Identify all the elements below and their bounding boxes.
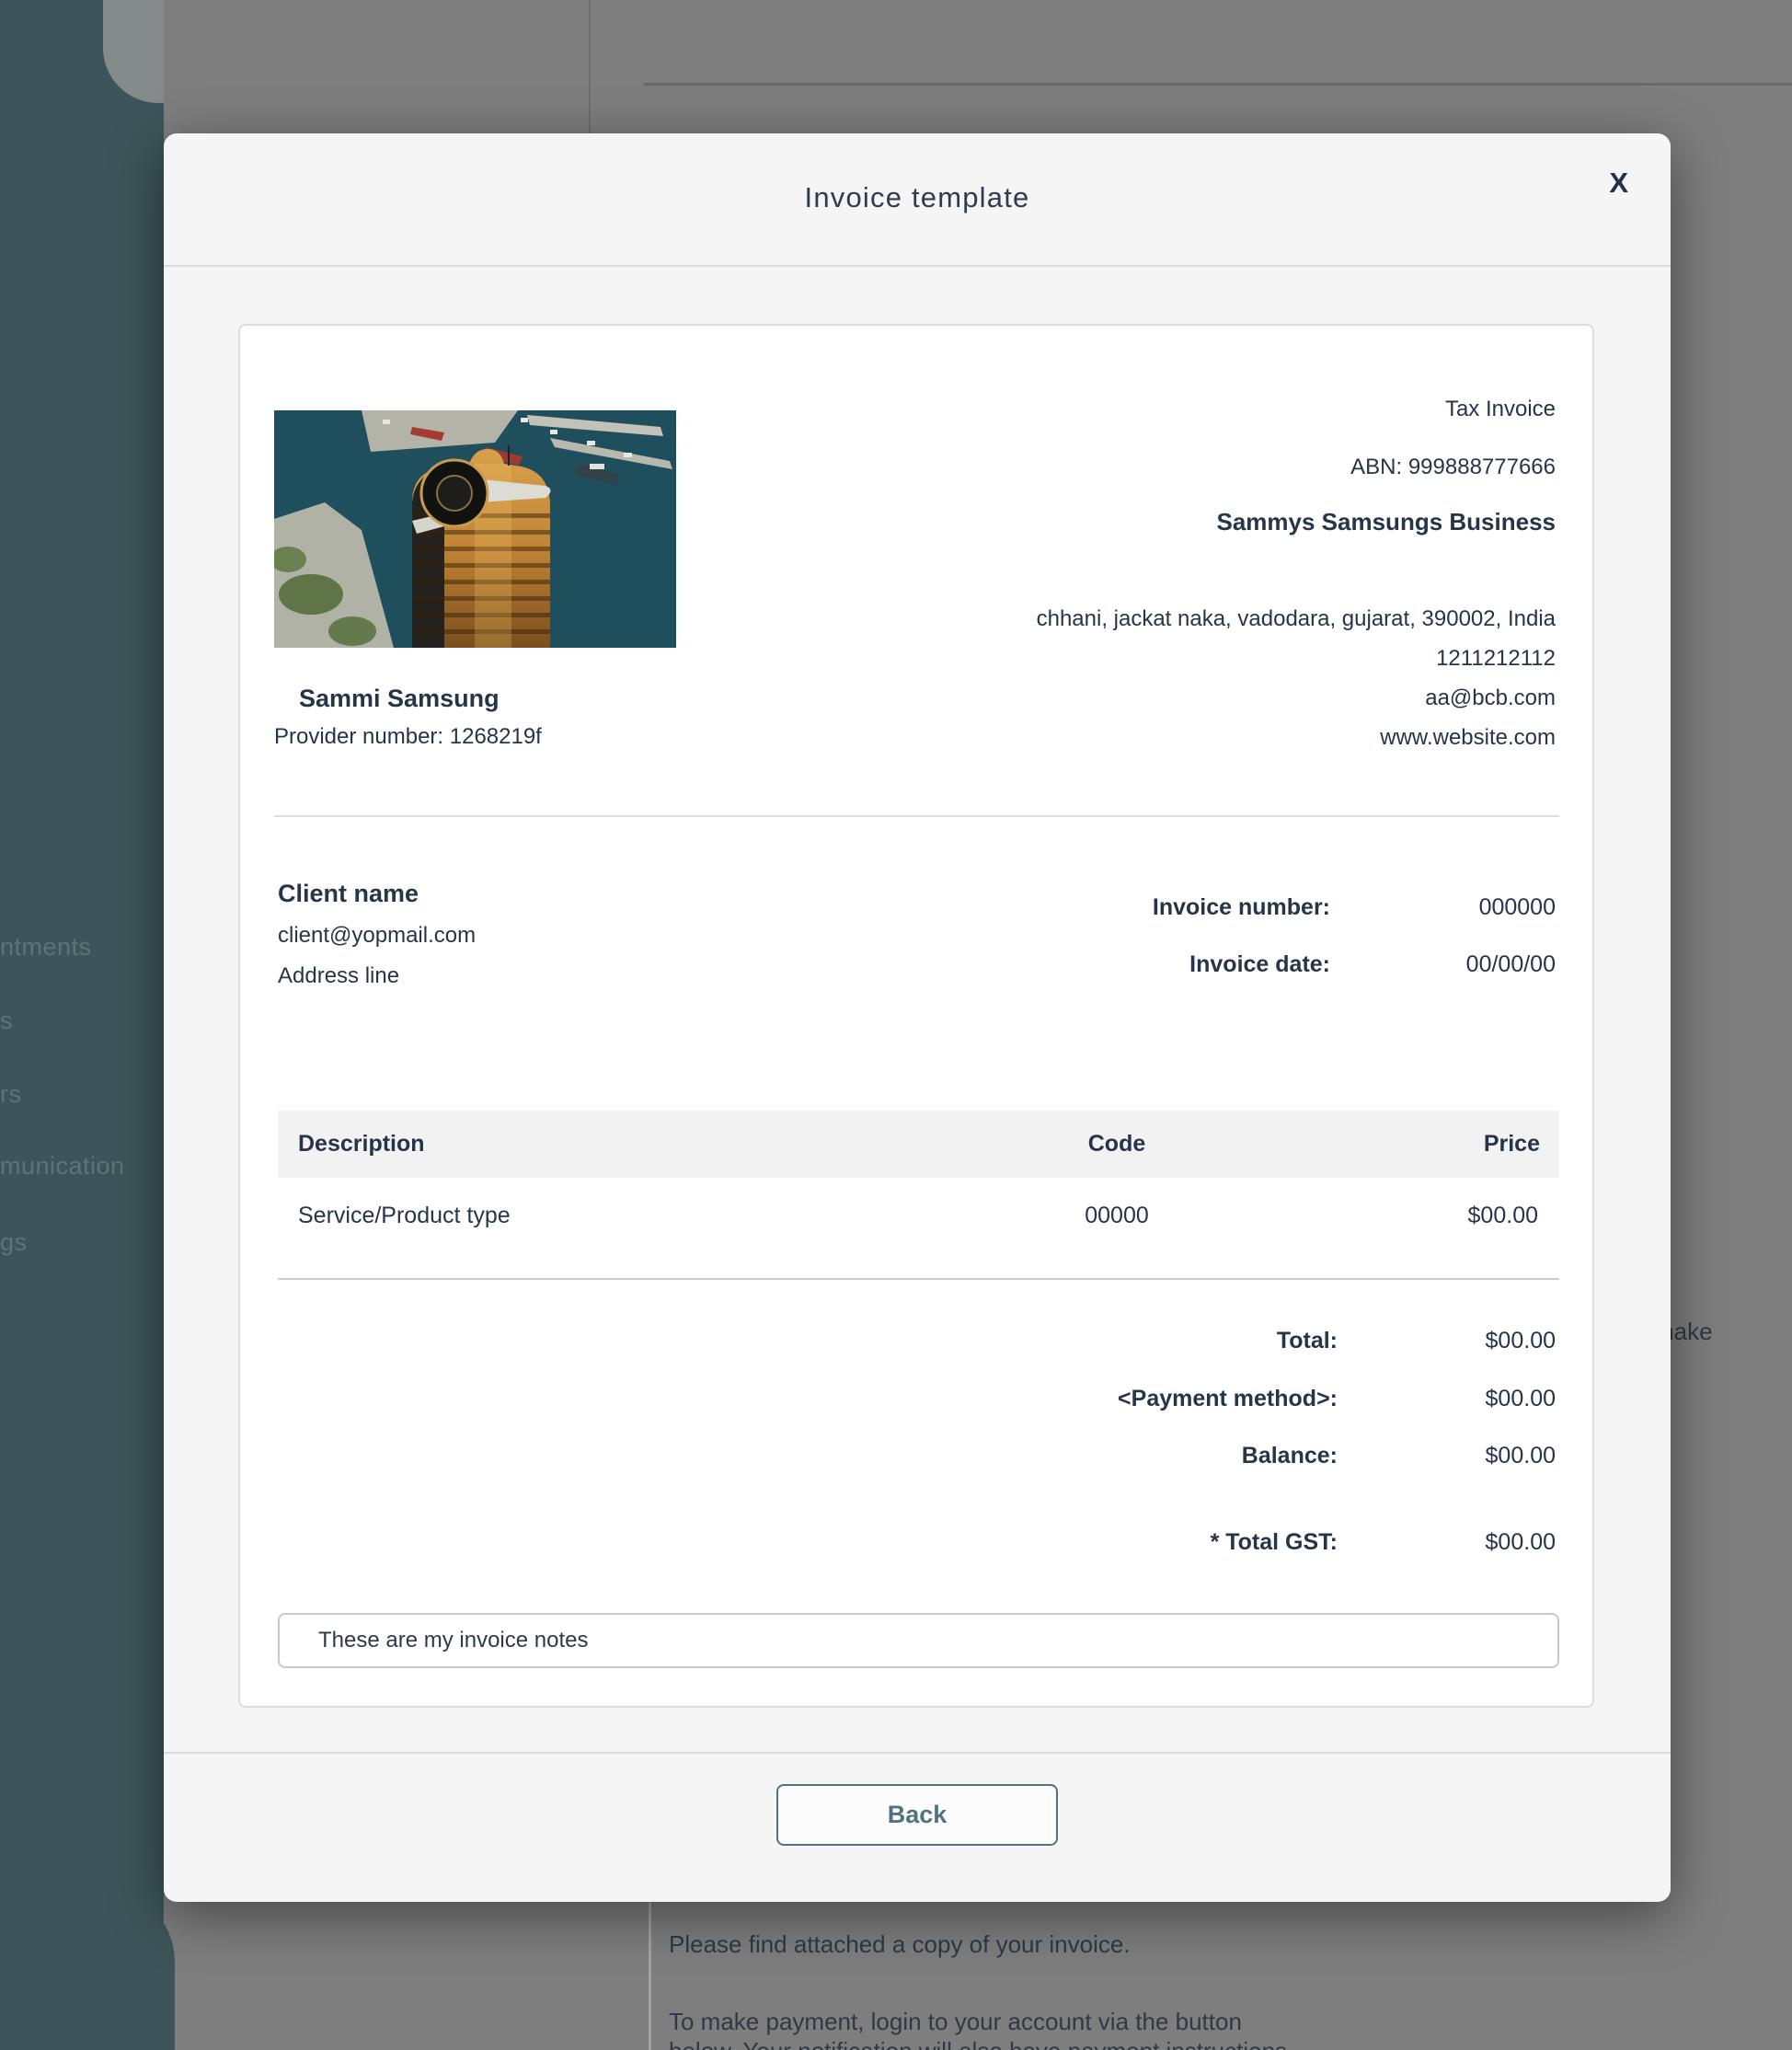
total-value: $00.00	[1485, 1328, 1556, 1353]
total-label: Total:	[1276, 1328, 1338, 1353]
balance-value: $00.00	[1485, 1443, 1556, 1468]
table-header: Description Code Price	[278, 1111, 1559, 1178]
background-paragraph-line: To make payment, login to your account v…	[669, 2008, 1242, 2035]
column-code: Code	[1087, 1131, 1146, 1157]
business-name: Sammys Samsungs Business	[1216, 508, 1557, 536]
client-name: Client name	[278, 880, 419, 907]
invoice-number-label: Invoice number:	[1152, 894, 1330, 920]
business-website: www.website.com	[1380, 725, 1556, 750]
invoice-number-value: 000000	[1478, 894, 1556, 920]
payment-method-label: <Payment method>:	[1118, 1386, 1338, 1411]
footer-divider	[164, 1752, 1671, 1754]
payment-method-value: $00.00	[1485, 1386, 1556, 1411]
client-email: client@yopmail.com	[278, 923, 477, 948]
invoice-date-label: Invoice date:	[1189, 951, 1330, 977]
total-gst-row: * Total GST: $00.00	[240, 1527, 1592, 1557]
client-address: Address line	[278, 963, 400, 988]
total-gst-label: * Total GST:	[1210, 1529, 1338, 1555]
business-email: aa@bcb.com	[1425, 685, 1556, 710]
back-button[interactable]: Back	[776, 1784, 1058, 1846]
background-horizontal-divider	[644, 83, 1792, 86]
client-block: Client name client@yopmail.com Address l…	[278, 878, 476, 990]
building-photo	[274, 410, 676, 648]
column-price: Price	[1483, 1131, 1540, 1157]
sidebar	[0, 0, 164, 2050]
close-icon[interactable]: X	[1609, 167, 1628, 199]
invoice-preview-card: Sammi Samsung Provider number: 1268219f …	[238, 324, 1594, 1708]
total-gst-value: $00.00	[1485, 1529, 1556, 1555]
balance-row: Balance: $00.00	[240, 1441, 1592, 1470]
business-logo-photo	[274, 410, 676, 648]
invoice-date-row: Invoice date: 00/00/00	[240, 950, 1592, 979]
provider-number: Provider number: 1268219f	[274, 724, 542, 749]
payment-method-row: <Payment method>: $00.00	[240, 1384, 1592, 1413]
sidebar-item-communication: munication	[0, 1152, 125, 1180]
sidebar-item: rs	[0, 1080, 22, 1108]
business-info-block: Tax Invoice ABN: 999888777666 Sammys Sam…	[1037, 396, 1556, 752]
table-bottom-divider	[278, 1278, 1559, 1280]
sidebar-item-appointments: ntments	[0, 933, 92, 961]
table-row: Service/Product type 00000 $00.00	[278, 1178, 1559, 1278]
invoice-notes-input[interactable]: These are my invoice notes	[278, 1613, 1559, 1668]
balance-label: Balance:	[1241, 1443, 1338, 1468]
background-paragraph-line: Please find attached a copy of your invo…	[669, 1930, 1131, 1958]
cell-code: 00000	[1085, 1203, 1149, 1228]
section-divider	[274, 815, 1559, 817]
business-phone: 1211212112	[1436, 646, 1556, 671]
provider-name: Sammi Samsung	[299, 685, 500, 712]
background-vertical-divider	[589, 0, 591, 133]
modal-header: Invoice template X	[164, 133, 1671, 267]
sidebar-item-settings: gs	[0, 1228, 28, 1256]
sidebar-bottom-curve	[0, 1888, 175, 2050]
total-row: Total: $00.00	[240, 1326, 1592, 1355]
invoice-number-row: Invoice number: 000000	[240, 893, 1592, 922]
cell-description: Service/Product type	[298, 1203, 511, 1228]
sidebar-item: s	[0, 1007, 13, 1034]
background-panel-edge	[649, 1902, 651, 2050]
column-description: Description	[298, 1131, 425, 1157]
invoice-date-value: 00/00/00	[1465, 951, 1556, 977]
doc-type: Tax Invoice	[1444, 397, 1556, 421]
cell-price: $00.00	[1467, 1203, 1538, 1228]
background-paragraph-line-clipped: below. Your notification will also have …	[669, 2037, 1293, 2050]
business-address: chhani, jackat naka, vadodara, gujarat, …	[1036, 606, 1556, 631]
invoice-template-modal: Invoice template X	[164, 133, 1671, 1902]
abn: ABN: 999888777666	[1350, 455, 1556, 479]
modal-title: Invoice template	[804, 181, 1030, 213]
